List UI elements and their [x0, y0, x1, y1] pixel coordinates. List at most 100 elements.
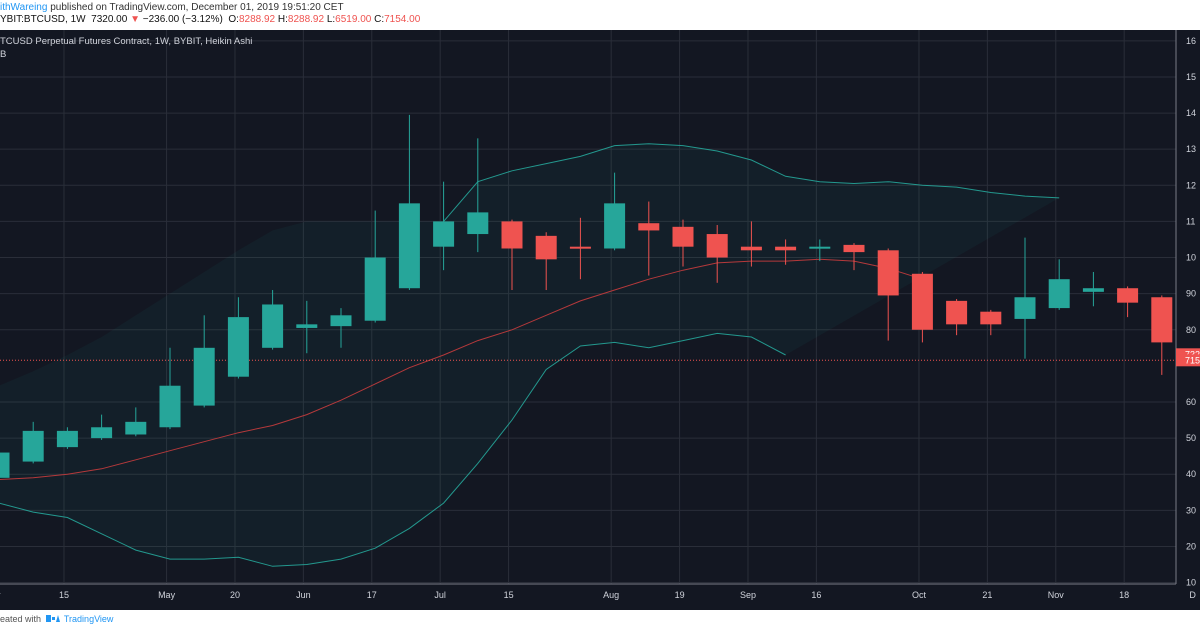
close-ohlc-value: 7154.00	[384, 14, 421, 25]
y-tick-label: 14	[1186, 108, 1196, 118]
candle-body	[672, 226, 694, 247]
candle-body	[946, 300, 968, 325]
candle	[1117, 286, 1139, 318]
candle	[638, 201, 660, 276]
y-tick-label: 15	[1186, 72, 1196, 82]
price-chart[interactable]: 161514131211109080605040302010732715r15M…	[0, 30, 1200, 610]
candle	[330, 308, 352, 348]
x-tick-label: D	[1189, 590, 1196, 600]
candle	[569, 217, 591, 280]
created-with: eated with TradingView	[0, 614, 113, 624]
candle-body	[740, 246, 762, 251]
candle	[535, 232, 557, 291]
candle	[56, 427, 78, 449]
publish-text: published on TradingView.com, December 0…	[50, 2, 344, 13]
candle-body	[56, 430, 78, 448]
candle	[672, 219, 694, 267]
candle-body	[0, 452, 10, 478]
candle-body	[227, 317, 249, 377]
candle-body	[535, 235, 557, 260]
candle	[0, 452, 10, 478]
candle	[809, 239, 831, 262]
candle-body	[296, 324, 318, 328]
candle	[775, 239, 797, 265]
candle-body	[569, 246, 591, 249]
candle-body	[330, 315, 352, 327]
candle-body	[877, 250, 899, 296]
candle-body	[604, 203, 626, 249]
x-tick-label: 20	[230, 590, 240, 600]
candle-body	[398, 203, 420, 289]
high-label: H:	[277, 14, 288, 25]
open-label: O:	[228, 14, 239, 25]
candle-body	[1048, 279, 1070, 309]
y-tick-label: 30	[1186, 505, 1196, 515]
y-tick-label: 13	[1186, 144, 1196, 154]
candle	[911, 271, 933, 343]
candle	[125, 407, 147, 437]
candle	[364, 210, 386, 323]
candle	[398, 114, 420, 291]
candle	[1048, 259, 1070, 310]
high-value: 8288.92	[287, 14, 325, 25]
low-value: 6519.00	[335, 14, 372, 25]
y-tick-label: 10	[1186, 253, 1196, 263]
y-tick-label: 90	[1186, 289, 1196, 299]
y-tick-label: 40	[1186, 469, 1196, 479]
down-arrow-icon: ▼	[130, 14, 140, 25]
candle	[262, 290, 284, 350]
low-label: L:	[326, 14, 336, 25]
open-value: 8288.92	[238, 14, 276, 25]
candle-body	[364, 257, 386, 321]
author-name[interactable]: ithWareing	[0, 2, 48, 13]
candle	[946, 299, 968, 336]
candle	[843, 243, 865, 271]
candle	[740, 221, 762, 267]
price-tag-label: 715	[1185, 355, 1200, 365]
legend-indicator: B	[0, 49, 6, 60]
y-tick-label: 12	[1186, 180, 1196, 190]
close-value: 7320.00	[91, 14, 128, 25]
chart-area[interactable]: 161514131211109080605040302010732715r15M…	[0, 30, 1200, 610]
created-text: eated with	[0, 614, 42, 624]
x-tick-label: 15	[504, 590, 514, 600]
symbol-label: YBIT:BTCUSD, 1W	[0, 14, 86, 25]
candle-body	[22, 430, 44, 462]
y-tick-label: 20	[1186, 541, 1196, 551]
footer: eated with TradingView	[0, 610, 1200, 630]
y-tick-label: 80	[1186, 325, 1196, 335]
upper-band-line	[443, 143, 1060, 222]
candle	[22, 421, 44, 464]
candle	[159, 347, 181, 430]
lower-band-line	[0, 332, 786, 567]
basis-line	[0, 258, 923, 481]
x-tick-label: 19	[675, 590, 685, 600]
candle	[501, 219, 523, 291]
tradingview-brand[interactable]: TradingView	[63, 614, 114, 624]
x-tick-label: Jun	[296, 590, 311, 600]
tradingview-logo-icon	[45, 615, 60, 622]
symbol-info: YBIT:BTCUSD, 1W 7320.00 ▼ −236.00 (−3.12…	[0, 14, 420, 25]
y-tick-label: 16	[1186, 36, 1196, 46]
candle-body	[843, 244, 865, 253]
candle	[980, 309, 1002, 336]
price-axis-bg	[1176, 30, 1200, 610]
candle-body	[1117, 288, 1139, 303]
x-tick-label: 17	[367, 590, 377, 600]
candle-body	[1151, 297, 1173, 343]
candle-body	[159, 385, 181, 428]
candle	[296, 300, 318, 354]
candle	[706, 225, 728, 283]
candle-body	[467, 212, 489, 235]
y-tick-label: 10	[1186, 578, 1196, 588]
x-tick-label: Nov	[1048, 590, 1065, 600]
candle-body	[638, 223, 660, 231]
candle-body	[193, 347, 215, 406]
x-tick-label: Jul	[434, 590, 446, 600]
candle	[1082, 271, 1104, 307]
candle	[1151, 295, 1173, 375]
price-tag-bg	[1176, 354, 1200, 367]
candle	[433, 181, 455, 271]
candle-body	[262, 304, 284, 348]
y-tick-label: 11	[1186, 216, 1195, 226]
